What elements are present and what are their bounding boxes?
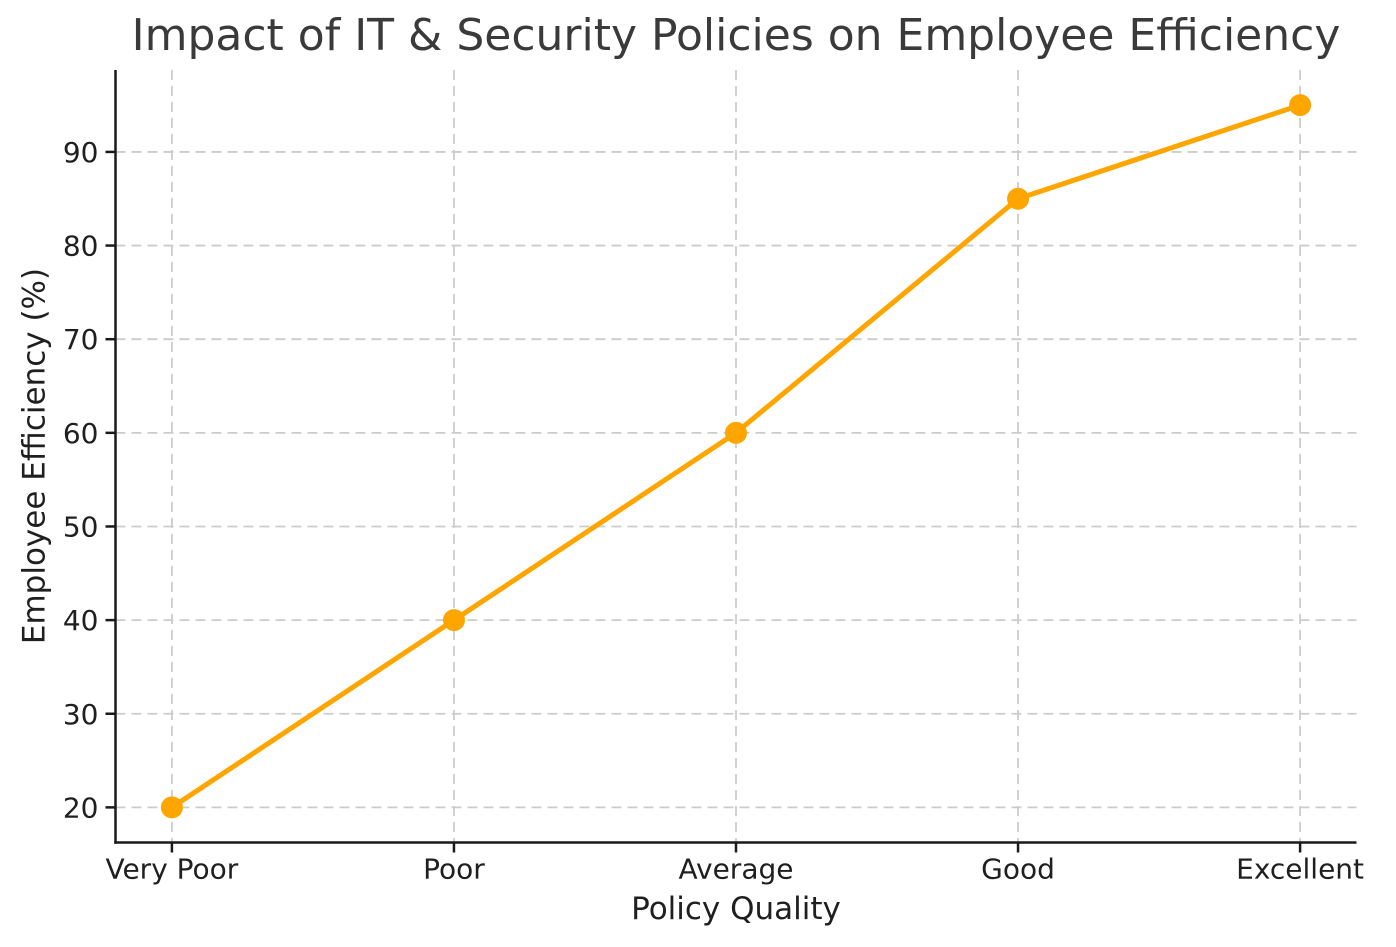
data-point-marker xyxy=(1007,187,1030,210)
y-tick-label: 30 xyxy=(63,698,99,731)
data-point-marker xyxy=(1289,94,1312,117)
x-tick-label: Excellent xyxy=(1236,853,1364,886)
x-axis-label: Policy Quality xyxy=(631,891,841,927)
data-point-marker xyxy=(725,421,747,444)
y-tick-label: 60 xyxy=(63,417,99,450)
x-tick-label: Poor xyxy=(423,853,485,886)
x-tick-label: Very Poor xyxy=(105,853,238,886)
chart-title: Impact of IT & Security Policies on Empl… xyxy=(131,10,1341,61)
y-tick-label: 80 xyxy=(63,230,99,263)
y-tick-label: 50 xyxy=(63,510,99,543)
y-tick-label: 70 xyxy=(63,323,99,356)
y-tick-label: 90 xyxy=(63,136,99,169)
y-tick-label: 20 xyxy=(63,791,99,824)
x-tick-label: Good xyxy=(981,853,1055,886)
data-point-marker xyxy=(442,609,465,632)
y-tick-label: 40 xyxy=(63,604,99,637)
x-tick-label: Average xyxy=(679,853,794,886)
data-point-marker xyxy=(160,796,183,819)
